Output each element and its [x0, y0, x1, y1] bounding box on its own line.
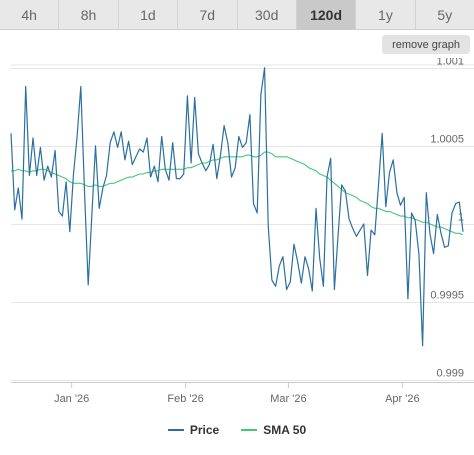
price-swatch [167, 429, 184, 431]
chart-series [10, 67, 464, 347]
legend-sma-label: SMA 50 [263, 423, 307, 437]
sma-swatch [241, 429, 258, 431]
tab-8h[interactable]: 8h [59, 0, 119, 30]
y-tick-label: 1.0005 [430, 134, 464, 146]
y-tick-label: 0.999 [436, 368, 464, 380]
remove-graph-button[interactable]: remove graph [382, 35, 470, 54]
x-axis-labels: Jan '26 Feb '26 Mar '26 Apr '26 [54, 383, 420, 405]
chart-grid [11, 64, 474, 383]
tab-120d[interactable]: 120d [296, 0, 357, 30]
tab-30d[interactable]: 30d [238, 0, 297, 30]
legend-item-price[interactable]: Price [167, 423, 220, 437]
timeframe-tabs: 4h 8h 1d 7d 30d 120d 1y 5y [0, 0, 474, 30]
tab-1d[interactable]: 1d [119, 0, 179, 30]
x-tick-label: Jan '26 [54, 393, 89, 405]
sma-series-line [11, 151, 464, 236]
chart-legend: Price SMA 50 [0, 418, 474, 442]
legend-item-sma[interactable]: SMA 50 [241, 423, 306, 437]
y-tick-label: 0.9995 [430, 290, 464, 302]
x-tick-label: Apr '26 [385, 393, 420, 405]
y-tick-label: 1.001 [436, 58, 464, 68]
price-series-line [10, 67, 464, 347]
x-tick-label: Feb '26 [167, 393, 203, 405]
tab-5y[interactable]: 5y [437, 7, 453, 23]
tab-4h[interactable]: 4h [0, 0, 60, 30]
tab-1y[interactable]: 1y [356, 0, 416, 30]
legend-price-label: Price [189, 423, 220, 437]
tab-7d[interactable]: 7d [178, 0, 238, 30]
x-tick-label: Mar '26 [270, 393, 306, 405]
